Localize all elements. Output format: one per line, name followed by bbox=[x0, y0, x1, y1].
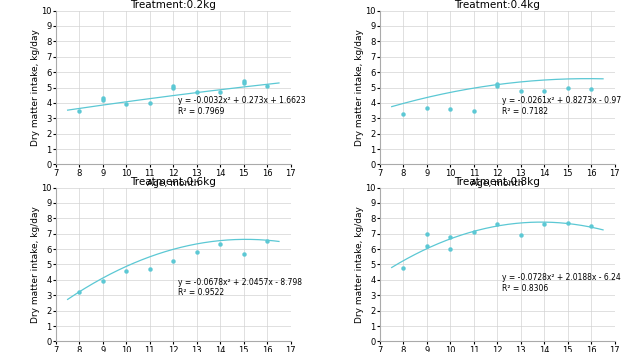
Point bbox=[168, 85, 178, 90]
Point bbox=[399, 111, 409, 117]
Text: y = -0.0728x² + 2.0188x - 6.2412
R² = 0.8306: y = -0.0728x² + 2.0188x - 6.2412 R² = 0.… bbox=[502, 273, 621, 293]
Point bbox=[215, 242, 225, 247]
Point bbox=[98, 97, 108, 103]
Point bbox=[445, 234, 455, 240]
Point bbox=[239, 78, 249, 84]
Point bbox=[145, 100, 155, 106]
Title: Treatment:0.8kg: Treatment:0.8kg bbox=[455, 177, 540, 187]
Text: y = -0.0032x² + 0.273x + 1.6623
R² = 0.7969: y = -0.0032x² + 0.273x + 1.6623 R² = 0.7… bbox=[178, 96, 306, 116]
Point bbox=[75, 289, 84, 295]
Point bbox=[422, 231, 432, 237]
Point bbox=[98, 278, 108, 284]
Point bbox=[445, 106, 455, 112]
Y-axis label: Dry matter intake, kg/day: Dry matter intake, kg/day bbox=[31, 29, 40, 146]
Point bbox=[75, 108, 84, 113]
Point bbox=[145, 266, 155, 272]
Y-axis label: Dry matter intake, kg/day: Dry matter intake, kg/day bbox=[31, 206, 40, 323]
Point bbox=[540, 88, 550, 93]
Point bbox=[262, 239, 272, 244]
Point bbox=[262, 83, 272, 89]
Title: Treatment:0.6kg: Treatment:0.6kg bbox=[130, 177, 216, 187]
Point bbox=[469, 108, 479, 113]
X-axis label: Age, month: Age, month bbox=[471, 179, 524, 188]
Point bbox=[192, 249, 202, 255]
Point bbox=[586, 223, 596, 229]
Point bbox=[586, 86, 596, 92]
Point bbox=[563, 85, 573, 90]
Legend: Dry matter intake, Quaratic: Dry matter intake, Quaratic bbox=[90, 212, 256, 228]
Point bbox=[516, 232, 526, 238]
Y-axis label: Dry matter intake, kg/day: Dry matter intake, kg/day bbox=[355, 29, 364, 146]
Point bbox=[192, 89, 202, 95]
Point bbox=[121, 102, 131, 107]
Point bbox=[563, 220, 573, 226]
Point bbox=[399, 265, 409, 270]
Point bbox=[98, 95, 108, 101]
Text: y = -0.0261x² + 0.8273x - 0.9798
R² = 0.7182: y = -0.0261x² + 0.8273x - 0.9798 R² = 0.… bbox=[502, 96, 621, 116]
Point bbox=[239, 251, 249, 257]
Point bbox=[469, 230, 479, 235]
Point bbox=[445, 246, 455, 252]
Point bbox=[239, 80, 249, 86]
Y-axis label: Dry matter intake, kg/day: Dry matter intake, kg/day bbox=[355, 206, 364, 323]
Point bbox=[215, 89, 225, 95]
Point bbox=[168, 259, 178, 264]
Point bbox=[422, 105, 432, 110]
Title: Treatment:0.4kg: Treatment:0.4kg bbox=[455, 0, 540, 10]
Point bbox=[516, 88, 526, 93]
X-axis label: Age, month: Age, month bbox=[147, 179, 199, 188]
Point bbox=[540, 222, 550, 227]
Point bbox=[492, 83, 502, 89]
Point bbox=[121, 268, 131, 274]
Text: y = -0.0678x² + 2.0457x - 8.798
R² = 0.9522: y = -0.0678x² + 2.0457x - 8.798 R² = 0.9… bbox=[178, 278, 302, 297]
Legend: Dry matter intake, Quaratic: Dry matter intake, Quaratic bbox=[414, 212, 581, 228]
Point bbox=[492, 82, 502, 87]
Point bbox=[492, 222, 502, 227]
Point bbox=[422, 243, 432, 249]
Point bbox=[168, 83, 178, 89]
Title: Treatment:0.2kg: Treatment:0.2kg bbox=[130, 0, 216, 10]
